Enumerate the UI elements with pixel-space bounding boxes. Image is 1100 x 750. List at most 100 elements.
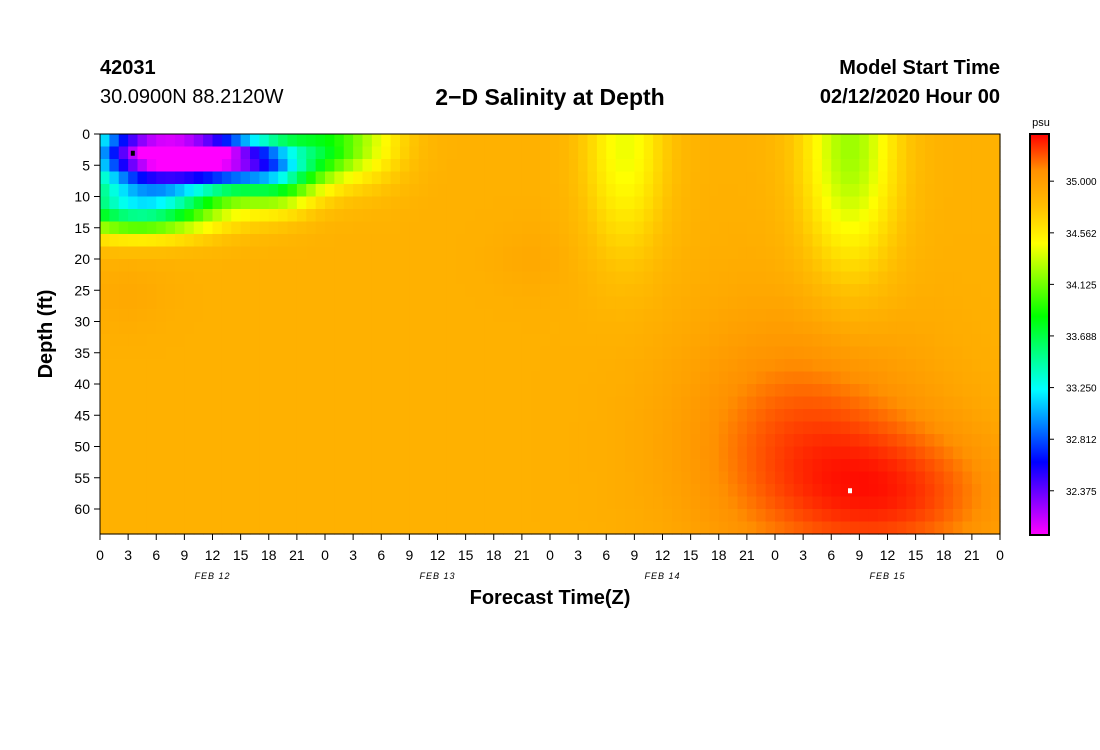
heatmap-cell (906, 159, 917, 173)
heatmap-cell (296, 471, 307, 485)
heatmap-cell (925, 434, 935, 448)
heatmap-cell (906, 521, 917, 535)
heatmap-cell (850, 159, 860, 173)
heatmap-cell (643, 434, 654, 448)
heatmap-cell (484, 146, 495, 160)
heatmap-cell (943, 146, 954, 160)
x-tick-label: 12 (655, 547, 671, 563)
heatmap-cell (193, 484, 204, 498)
heatmap-cell (971, 259, 982, 273)
heatmap-cell (446, 384, 457, 398)
heatmap-cell (690, 371, 701, 385)
heatmap-cell (250, 459, 260, 473)
heatmap-cell (512, 371, 523, 385)
heatmap-cell (953, 159, 964, 173)
heatmap-cell (503, 309, 514, 323)
heatmap-cell (746, 509, 757, 523)
heatmap-cell (231, 284, 242, 298)
heatmap-cell (100, 371, 110, 385)
heatmap-cell (887, 409, 898, 423)
heatmap-cell (700, 384, 710, 398)
heatmap-cell (784, 359, 795, 373)
heatmap-cell (962, 509, 973, 523)
heatmap-cell (250, 184, 260, 198)
heatmap-cell (634, 296, 645, 310)
heatmap-cell (681, 234, 692, 248)
heatmap-cell (671, 184, 682, 198)
heatmap-cell (437, 146, 448, 160)
heatmap-cell (550, 271, 560, 285)
heatmap-cell (409, 446, 420, 460)
heatmap-cell (746, 234, 757, 248)
heatmap-cell (165, 334, 176, 348)
heatmap-cell (118, 171, 129, 185)
heatmap-cell (550, 421, 560, 435)
heatmap-cell (850, 259, 860, 273)
heatmap-cell (203, 309, 214, 323)
heatmap-cell (971, 221, 982, 235)
heatmap-cell (868, 159, 879, 173)
heatmap-cell (278, 396, 289, 410)
heatmap-cell (231, 334, 242, 348)
heatmap-cell (568, 434, 579, 448)
heatmap-cell (671, 309, 682, 323)
heatmap-cell (681, 496, 692, 510)
heatmap-cell (287, 334, 298, 348)
heatmap-cell (165, 384, 176, 398)
heatmap-cell (831, 396, 842, 410)
heatmap-cell (437, 371, 448, 385)
heatmap-cell (634, 246, 645, 260)
heatmap-cell (428, 446, 439, 460)
heatmap-cell (868, 409, 879, 423)
heatmap-cell (625, 359, 635, 373)
heatmap-cell (362, 171, 373, 185)
heatmap-cell (878, 159, 889, 173)
heatmap-cell (531, 246, 542, 260)
heatmap-cell (700, 396, 710, 410)
heatmap-cell (240, 309, 251, 323)
heatmap-cell (325, 259, 335, 273)
heatmap-cell (287, 409, 298, 423)
heatmap-cell (690, 496, 701, 510)
heatmap-cell (915, 146, 926, 160)
heatmap-cell (812, 146, 823, 160)
heatmap-cell (568, 459, 579, 473)
heatmap-cell (943, 346, 954, 360)
heatmap-cell (203, 509, 214, 523)
heatmap-cell (465, 371, 476, 385)
heatmap-cell (100, 221, 110, 235)
heatmap-cell (306, 284, 317, 298)
heatmap-cell (371, 371, 382, 385)
heatmap-cell (503, 296, 514, 310)
heatmap-cell (512, 496, 523, 510)
heatmap-cell (390, 346, 401, 360)
heatmap-cell (784, 321, 795, 335)
heatmap-cell (775, 259, 785, 273)
heatmap-cell (306, 184, 317, 198)
heatmap-cell (118, 434, 129, 448)
heatmap-cell (531, 134, 542, 148)
heatmap-cell (550, 346, 560, 360)
heatmap-cell (268, 421, 279, 435)
heatmap-cell (315, 509, 326, 523)
heatmap-cell (203, 284, 214, 298)
heatmap-cell (887, 146, 898, 160)
heatmap-cell (503, 396, 514, 410)
heatmap-cell (925, 246, 935, 260)
heatmap-cell (990, 396, 1001, 410)
heatmap-cell (259, 346, 270, 360)
heatmap-cell (821, 321, 832, 335)
x-tick-label: 15 (233, 547, 249, 563)
heatmap-cell (118, 271, 129, 285)
heatmap-cell (315, 221, 326, 235)
heatmap-cell (559, 321, 570, 335)
heatmap-cell (409, 159, 420, 173)
heatmap-cell (456, 434, 467, 448)
heatmap-cell (259, 471, 270, 485)
heatmap-cell (287, 371, 298, 385)
heatmap-cell (325, 384, 335, 398)
heatmap-cell (615, 346, 626, 360)
heatmap-cell (231, 159, 242, 173)
heatmap-cell (793, 259, 804, 273)
heatmap-cell (484, 296, 495, 310)
